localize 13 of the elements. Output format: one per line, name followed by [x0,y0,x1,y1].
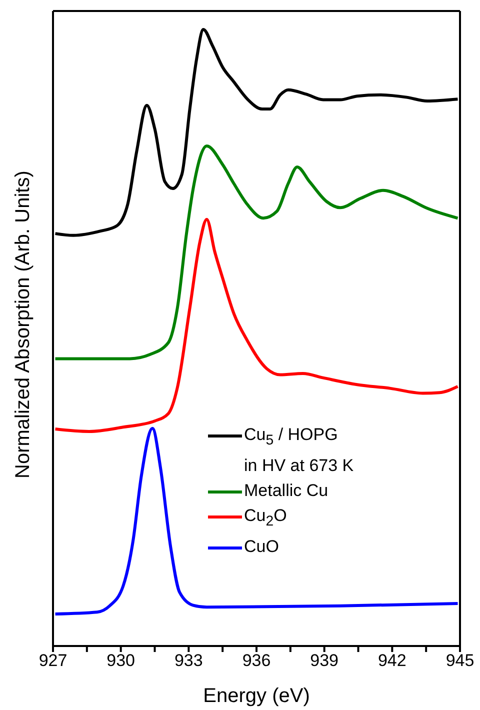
x-tick-label: 936 [242,651,271,670]
x-axis-title: Energy (eV) [203,685,310,707]
x-tick-label: 927 [38,651,68,670]
x-tick-label: 933 [174,651,203,670]
y-axis-title: Normalized Absorption (Arb. Units) [12,170,34,478]
x-tick-label: 942 [378,651,406,670]
legend-label: CuO [244,536,279,558]
x-tick-label: 930 [106,651,136,670]
x-tick-label: 945 [446,651,474,670]
legend-label: Cu$_{2}$O [244,505,287,532]
legend-label: Metallic Cu [244,480,328,502]
x-tick-label: 939 [310,651,339,670]
legend-label: Cu$_{5}$ / HOPG in HV at 673 K [244,424,354,478]
